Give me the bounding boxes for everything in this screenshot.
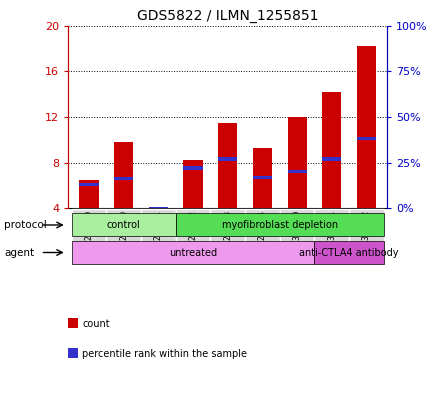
Text: protocol: protocol bbox=[4, 220, 47, 230]
FancyBboxPatch shape bbox=[72, 213, 176, 237]
Text: GSM1303941: GSM1303941 bbox=[327, 210, 336, 261]
Text: GSM1303942: GSM1303942 bbox=[362, 210, 371, 261]
Text: agent: agent bbox=[4, 248, 34, 257]
FancyBboxPatch shape bbox=[176, 209, 210, 261]
FancyBboxPatch shape bbox=[72, 209, 106, 261]
FancyBboxPatch shape bbox=[72, 241, 315, 264]
FancyBboxPatch shape bbox=[245, 209, 280, 261]
Text: control: control bbox=[107, 220, 140, 230]
Bar bbox=[149, 207, 168, 208]
Bar bbox=[114, 142, 133, 208]
Title: GDS5822 / ILMN_1255851: GDS5822 / ILMN_1255851 bbox=[137, 9, 319, 23]
FancyBboxPatch shape bbox=[349, 209, 384, 261]
Bar bbox=[183, 167, 202, 170]
FancyBboxPatch shape bbox=[315, 209, 349, 261]
Text: anti-CTLA4 antibody: anti-CTLA4 antibody bbox=[299, 248, 399, 257]
Text: GSM1276601: GSM1276601 bbox=[154, 210, 163, 261]
FancyBboxPatch shape bbox=[176, 213, 384, 237]
Text: GSM1276600: GSM1276600 bbox=[119, 210, 128, 261]
Text: percentile rank within the sample: percentile rank within the sample bbox=[82, 349, 247, 359]
Bar bbox=[287, 117, 307, 208]
Bar bbox=[322, 157, 341, 161]
Text: count: count bbox=[82, 319, 110, 329]
FancyBboxPatch shape bbox=[280, 209, 315, 261]
Bar bbox=[218, 123, 237, 208]
Bar bbox=[322, 92, 341, 208]
FancyBboxPatch shape bbox=[141, 209, 176, 261]
Text: GSM1276599: GSM1276599 bbox=[84, 210, 94, 261]
Text: myofibroblast depletion: myofibroblast depletion bbox=[222, 220, 338, 230]
Bar bbox=[149, 207, 168, 210]
Bar bbox=[183, 160, 202, 208]
Bar bbox=[357, 46, 376, 208]
Bar bbox=[218, 157, 237, 161]
Bar bbox=[80, 180, 99, 208]
Bar bbox=[253, 148, 272, 208]
Bar bbox=[114, 176, 133, 180]
FancyBboxPatch shape bbox=[315, 241, 384, 264]
FancyBboxPatch shape bbox=[106, 209, 141, 261]
Bar bbox=[357, 137, 376, 140]
Bar bbox=[287, 170, 307, 173]
Text: GSM1303940: GSM1303940 bbox=[293, 210, 301, 261]
Bar bbox=[80, 183, 99, 186]
Text: untreated: untreated bbox=[169, 248, 217, 257]
Text: GSM1276603: GSM1276603 bbox=[223, 210, 232, 261]
FancyBboxPatch shape bbox=[210, 209, 245, 261]
Text: GSM1276602: GSM1276602 bbox=[188, 210, 198, 261]
Text: GSM1276604: GSM1276604 bbox=[258, 210, 267, 261]
Bar bbox=[253, 176, 272, 179]
